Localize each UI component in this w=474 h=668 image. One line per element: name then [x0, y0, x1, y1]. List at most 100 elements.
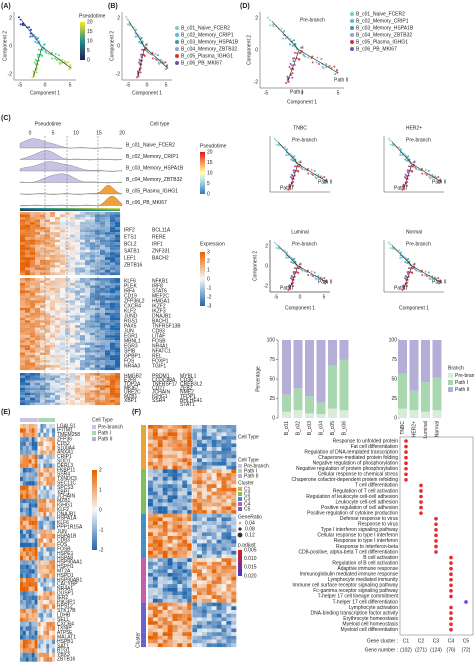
heatmap-cell [216, 602, 222, 607]
heatmap-cell [152, 480, 158, 485]
heatmap-cell [60, 297, 66, 301]
heatmap-cell [231, 473, 237, 477]
heatmap-cell [172, 598, 178, 603]
heatmap-cell [20, 390, 26, 393]
cell-point [292, 261, 295, 264]
heatmap-cell [70, 402, 76, 406]
gene-label: PLEK [124, 283, 137, 289]
heatmap-cell [201, 639, 207, 644]
heatmap-cell [177, 487, 183, 492]
heatmap-cell [177, 624, 183, 629]
heatmap-cell [50, 259, 56, 263]
heatmap-cell [152, 591, 158, 596]
heatmap-cell [46, 586, 50, 592]
heatmap-cell [30, 340, 36, 343]
heatmap-cell [75, 285, 81, 289]
heatmap-cell [28, 652, 32, 658]
heatmap-cell [49, 604, 53, 609]
cell-point [322, 67, 325, 70]
legend-swatch [350, 19, 354, 23]
heatmap-cell [40, 244, 46, 248]
heatmap-cell [45, 310, 51, 313]
heatmap-cell [90, 335, 96, 338]
heatmap-cell [100, 375, 106, 379]
heatmap-cell [211, 606, 217, 611]
heatmap-cell [45, 287, 51, 291]
heatmap-cell [25, 249, 31, 253]
panel-label: (F) [132, 409, 141, 416]
cell-point [282, 37, 285, 40]
y-tick-label: 0 [9, 43, 12, 49]
heatmap-cell [43, 622, 47, 627]
cluster-stripe [141, 521, 146, 525]
heatmap-cell [43, 476, 47, 482]
heatmap-cell [231, 465, 237, 470]
heatmap-cell [30, 392, 36, 396]
heatmap-cell [25, 595, 29, 601]
heatmap-cell [90, 305, 96, 308]
heatmap-cell [226, 484, 232, 488]
heatmap-cell [167, 465, 173, 470]
heatmap-cell [162, 484, 168, 488]
heatmap-cell [201, 473, 207, 477]
heatmap-cell [35, 397, 41, 401]
heatmap-cell [75, 224, 81, 228]
heatmap-cell [46, 608, 50, 614]
heatmap-cell [43, 547, 47, 552]
heatmap-cell [110, 382, 116, 386]
heatmap-cell [157, 484, 163, 488]
heatmap-cell [30, 390, 36, 393]
heatmap-cell [162, 458, 168, 463]
heatmap-cell [201, 480, 207, 485]
heatmap-cell [65, 367, 71, 371]
heatmap-cell [100, 365, 106, 368]
cluster-stripe [141, 584, 146, 588]
heatmap-cell [31, 481, 35, 486]
heatmap-cell [90, 259, 96, 263]
bar-segment [293, 340, 303, 389]
heatmap-cell [192, 606, 198, 611]
heatmap-cell [40, 441, 44, 447]
heatmap-cell [172, 469, 178, 474]
heatmap-cell [20, 214, 26, 218]
heatmap-cell [49, 652, 53, 658]
x-tick-label: C1 [403, 638, 410, 644]
cell-point [275, 247, 278, 250]
heatmap-cell [50, 377, 56, 381]
heatmap-cell [80, 345, 86, 348]
legend-swatch [350, 12, 354, 16]
heatmap-cell [187, 528, 193, 533]
y-tick-label: 0 [265, 263, 268, 269]
heatmap-cell [197, 580, 202, 585]
heatmap-cell [25, 345, 31, 348]
heatmap-cell [110, 320, 116, 323]
y-tick-label: 0 [117, 43, 120, 49]
gene-label: JUN [57, 529, 67, 535]
heatmap-cell [231, 565, 237, 570]
heatmap-cell [75, 232, 81, 235]
heatmap-cell [46, 547, 50, 552]
heatmap-cell [50, 254, 56, 258]
heatmap-cell [221, 524, 227, 529]
heatmap-cell [25, 242, 31, 245]
heatmap-cell [40, 280, 46, 284]
heatmap-cell [95, 297, 101, 301]
heatmap-cell [177, 491, 183, 496]
heatmap-cell [110, 214, 116, 218]
heatmap-cell [187, 454, 193, 459]
heatmap-cell [172, 487, 178, 492]
heatmap-cell [177, 617, 183, 622]
heatmap-cell [45, 302, 51, 306]
heatmap-cell [20, 385, 26, 388]
heatmap-cell [177, 469, 183, 474]
heatmap-cell [162, 447, 168, 451]
x-axis-title: Component 1 [399, 305, 429, 311]
heatmap-cell [65, 287, 71, 291]
heatmap-cell [35, 377, 41, 381]
heatmap-cell [25, 322, 31, 326]
heatmap-cell [34, 551, 38, 557]
heatmap-cell [75, 242, 81, 245]
heatmap-cell [70, 217, 76, 220]
heatmap-cell [43, 560, 47, 565]
heatmap-cell [162, 595, 168, 599]
